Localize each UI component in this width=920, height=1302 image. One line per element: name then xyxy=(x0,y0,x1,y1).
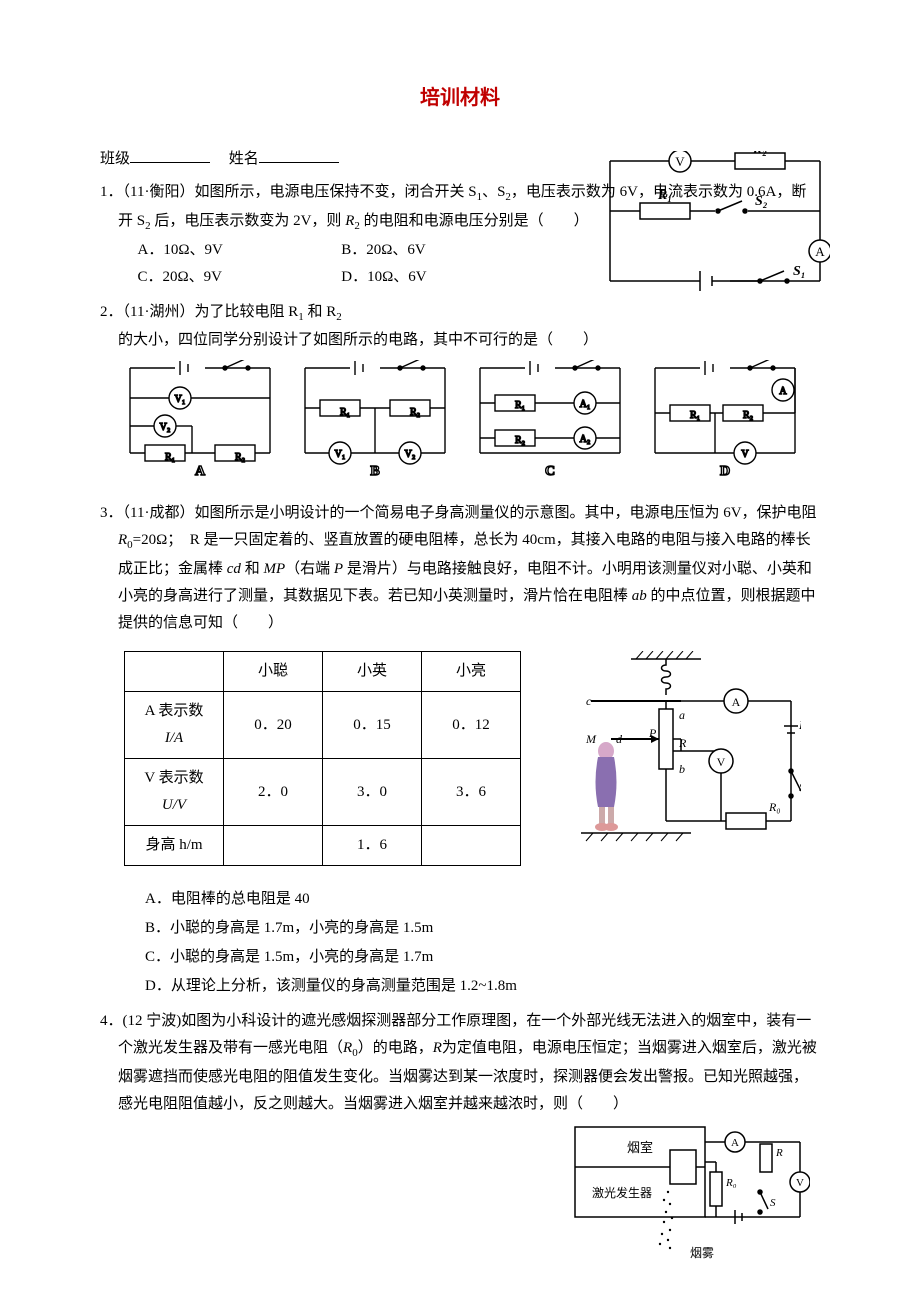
svg-text:R₀: R₀ xyxy=(725,1177,737,1189)
table-cell: 3．6 xyxy=(422,759,521,826)
svg-text:D: D xyxy=(720,464,730,479)
q1-opt-d: D．10Ω、6V xyxy=(341,264,491,291)
svg-text:激光发生器: 激光发生器 xyxy=(592,1185,652,1200)
svg-text:R₂: R₂ xyxy=(515,435,525,446)
svg-text:R₂: R₂ xyxy=(743,410,753,421)
svg-text:R₂: R₂ xyxy=(235,452,245,463)
q1-opt-b: B．20Ω、6V xyxy=(341,237,491,264)
q3-number: 3． xyxy=(100,505,123,521)
svg-text:R: R xyxy=(775,1147,783,1159)
svg-text:A: A xyxy=(195,464,206,479)
q3-data-table: 小聪 小英 小亮 A 表示数I/A 0．20 0．15 0．12 V 表示数U/… xyxy=(124,651,521,866)
table-cell: 0．12 xyxy=(422,692,521,759)
q4-number: 4． xyxy=(100,1013,123,1029)
svg-text:R₁: R₁ xyxy=(690,410,700,421)
table-header-blank xyxy=(125,652,224,692)
q3-opt-b: B．小聪的身高是 1.7m，小亮的身高是 1.5m xyxy=(145,915,820,942)
svg-text:S: S xyxy=(770,1197,776,1209)
svg-text:A₁: A₁ xyxy=(580,399,591,410)
question-3: 3．（11·成都）如图所示是小明设计的一个简易电子身高测量仪的示意图。其中，电源… xyxy=(100,500,820,1000)
svg-text:V₁: V₁ xyxy=(175,394,186,405)
q4-circuit-figure: 烟室 激光发生器 烟雾 A V R R₀ S xyxy=(570,1122,810,1272)
svg-text:S: S xyxy=(799,780,801,794)
svg-text:烟雾: 烟雾 xyxy=(690,1246,714,1260)
q2-number: 2． xyxy=(100,304,123,320)
q3-opt-d: D．从理论上分析，该测量仪的身高测量范围是 1.2~1.8m xyxy=(145,973,820,1000)
svg-text:R₁: R₁ xyxy=(340,407,350,418)
table-cell xyxy=(224,826,323,866)
svg-text:M: M xyxy=(585,732,597,746)
svg-text:V₂: V₂ xyxy=(405,449,416,460)
q1-number: 1． xyxy=(100,184,123,200)
q1-opt-c: C．20Ω、9V xyxy=(138,264,338,291)
svg-text:A: A xyxy=(731,1137,739,1149)
svg-text:烟室: 烟室 xyxy=(627,1140,653,1155)
svg-text:R: R xyxy=(678,736,687,750)
table-cell: 3．0 xyxy=(323,759,422,826)
name-label: 姓名 xyxy=(229,151,259,167)
q1-circuit-figure: V A R₁ R₂ S₂ S₁ xyxy=(600,151,830,311)
table-cell: V 表示数U/V xyxy=(125,759,224,826)
table-cell: 1．6 xyxy=(323,826,422,866)
svg-text:V: V xyxy=(741,449,749,460)
q1-opt-a: A．10Ω、9V xyxy=(138,237,338,264)
svg-text:b: b xyxy=(679,762,685,776)
q3-opt-a: A．电阻棒的总电阻是 40 xyxy=(145,886,820,913)
svg-text:R₁: R₁ xyxy=(657,188,672,203)
svg-text:P: P xyxy=(648,726,657,740)
table-header: 小英 xyxy=(323,652,422,692)
table-cell: 0．15 xyxy=(323,692,422,759)
page-title: 培训材料 xyxy=(100,80,820,116)
svg-text:V: V xyxy=(717,755,726,769)
table-header: 小聪 xyxy=(224,652,323,692)
svg-text:V: V xyxy=(796,1177,804,1189)
svg-text:S₁: S₁ xyxy=(793,264,806,279)
svg-text:V₁: V₁ xyxy=(335,449,346,460)
q3-text: 3．（11·成都）如图所示是小明设计的一个简易电子身高测量仪的示意图。其中，电源… xyxy=(100,500,820,637)
q3-options: A．电阻棒的总电阻是 40 B．小聪的身高是 1.7m，小亮的身高是 1.5m … xyxy=(100,886,820,1000)
table-cell: 身高 h/m xyxy=(125,826,224,866)
svg-text:C: C xyxy=(545,464,555,479)
svg-text:c: c xyxy=(586,694,592,708)
svg-text:R₀: R₀ xyxy=(768,800,781,814)
svg-text:V₂: V₂ xyxy=(160,422,171,433)
name-blank[interactable] xyxy=(259,147,339,163)
svg-text:S₂: S₂ xyxy=(755,194,768,209)
svg-text:R₂: R₂ xyxy=(752,151,767,157)
svg-text:A: A xyxy=(732,695,741,709)
table-cell: A 表示数I/A xyxy=(125,692,224,759)
q3-opt-c: C．小聪的身高是 1.5m，小亮的身高是 1.7m xyxy=(145,944,820,971)
svg-text:B: B xyxy=(370,464,379,479)
svg-text:A₂: A₂ xyxy=(580,434,591,445)
table-cell xyxy=(422,826,521,866)
table-cell: 2．0 xyxy=(224,759,323,826)
svg-text:V: V xyxy=(675,154,685,169)
svg-text:d: d xyxy=(616,732,623,746)
q2-circuit-figures: R₁ R₂ V₁ V₂ A R₁ R₂ xyxy=(100,360,820,490)
svg-text:E: E xyxy=(798,718,801,732)
question-1: V A R₁ R₂ S₂ S₁ 1．（11·衡阳）如图所示，电源电压保持不变，闭… xyxy=(100,179,820,291)
q4-text: 4．(12 宁波)如图为小科设计的遮光感烟探测器部分工作原理图，在一个外部光线无… xyxy=(100,1008,820,1118)
class-blank[interactable] xyxy=(130,147,210,163)
question-4: 4．(12 宁波)如图为小科设计的遮光感烟探测器部分工作原理图，在一个外部光线无… xyxy=(100,1008,820,1118)
svg-text:A: A xyxy=(815,244,825,259)
svg-text:a: a xyxy=(679,708,685,722)
q3-circuit-figure: c M d P a R b A V E S R₀ xyxy=(551,651,801,861)
svg-text:A: A xyxy=(779,386,787,397)
svg-text:R₂: R₂ xyxy=(410,407,420,418)
class-label: 班级 xyxy=(100,151,130,167)
question-2: 2．（11·湖州）为了比较电阻 R1 和 R2 的大小，四位同学分别设计了如图所… xyxy=(100,299,820,491)
svg-text:R₁: R₁ xyxy=(165,452,175,463)
table-cell: 0．20 xyxy=(224,692,323,759)
table-header: 小亮 xyxy=(422,652,521,692)
svg-text:R₁: R₁ xyxy=(515,400,525,411)
